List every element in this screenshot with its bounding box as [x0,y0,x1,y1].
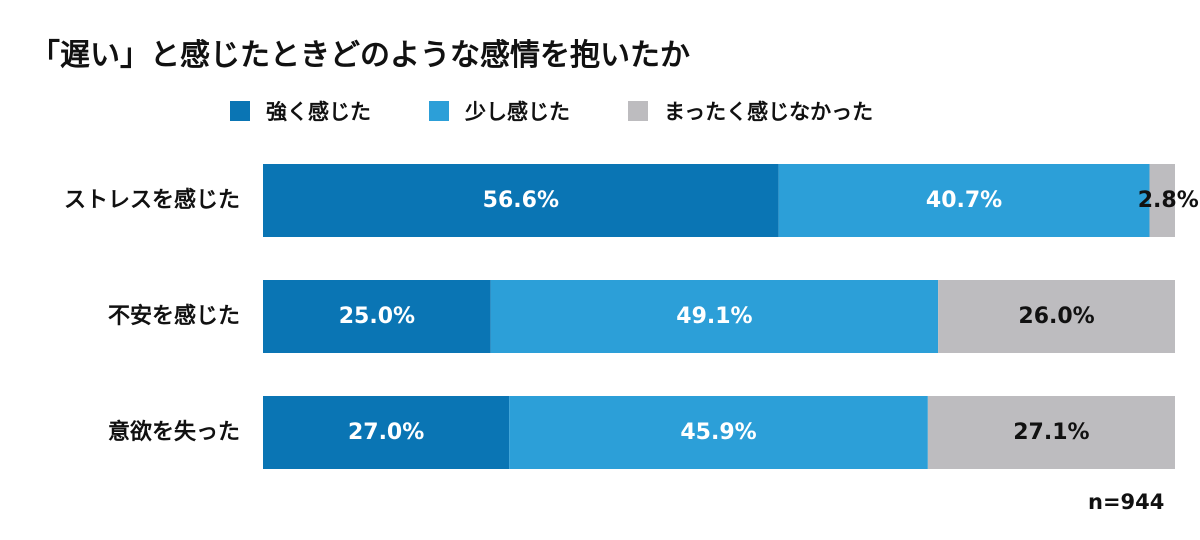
legend-item-strong: 強く感じた [230,96,371,126]
legend-item-none: まったく感じなかった [628,96,873,126]
category-label-anxiety: 不安を感じた [108,303,240,329]
data-label-stress-strong: 56.6% [483,188,559,213]
bar-motivation-slight [509,396,928,469]
data-label-motivation-none: 27.1% [1013,420,1089,445]
legend-label-strong: 強く感じた [266,100,371,124]
bar-anxiety-strong [263,280,491,353]
data-label-stress-none: 2.8% [1138,188,1199,213]
chart-title: 「遅い」と感じたときどのような感情を抱いたか [30,38,690,73]
legend-swatch-strong [230,101,250,121]
bar-anxiety-slight [490,280,939,353]
bar-stress-slight [778,164,1150,237]
legend-label-none: まったく感じなかった [664,100,874,124]
bar-motivation-none [927,396,1175,469]
bar-stress-strong [263,164,779,237]
legend-swatch-none [628,101,648,121]
legend: 強く感じた 少し感じた まったく感じなかった [230,96,931,126]
data-label-motivation-slight: 45.9% [680,420,756,445]
sample-size-note: n=944 [1088,490,1165,514]
data-label-anxiety-strong: 25.0% [339,304,415,329]
bar-motivation-strong [263,396,510,469]
data-label-motivation-strong: 27.0% [348,420,424,445]
data-label-stress-slight: 40.7% [926,188,1002,213]
data-label-anxiety-slight: 49.1% [676,304,752,329]
category-label-motivation: 意欲を失った [108,419,240,445]
legend-label-slight: 少し感じた [465,100,570,124]
data-label-anxiety-none: 26.0% [1018,304,1094,329]
bar-stress-none [1149,164,1175,237]
legend-swatch-slight [429,101,449,121]
legend-item-slight: 少し感じた [429,96,570,126]
category-label-stress: ストレスを感じた [64,187,240,213]
bar-anxiety-none [938,280,1175,353]
